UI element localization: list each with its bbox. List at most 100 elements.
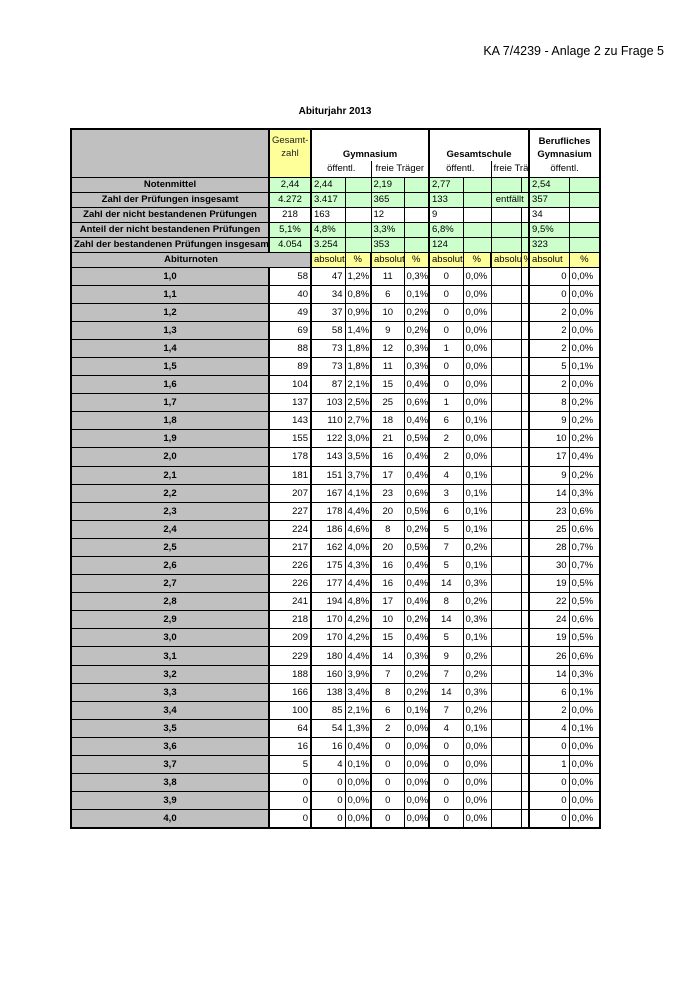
grade-cell-gs-oeff-abs: 7 [428,537,464,558]
summary-bg-oeff: 2,54 [528,176,570,193]
subheader-gym-freie-traeger: freie Träger [370,161,430,178]
grade-cell-gym-frei-pct: 0,5% [403,429,430,449]
grade-cell-gs-oeff-pct: 0,0% [462,809,492,829]
grade-cell-gs-frei-pct [520,700,530,720]
grade-cell-gesamt: 100 [268,700,312,720]
subheader-gs-freie-traeger: freie Träger [490,161,530,178]
grade-cell-gs-oeff-abs: 0 [428,284,464,304]
grade-cell-gym-frei-pct: 0,0% [403,755,430,775]
grade-cell-gs-frei-abs [490,646,522,666]
grade-cell-gym-frei-abs: 11 [370,266,405,286]
grade-cell-gym-oeff-abs: 194 [310,592,346,612]
grade-cell-note: 2,0 [70,447,270,467]
grade-cell-bg-oeff-abs: 17 [528,447,570,467]
grade-cell-bg-oeff-pct: 0,1% [568,718,601,738]
grade-cell-gym-frei-abs: 17 [370,465,405,485]
grade-cell-gs-frei-abs [490,700,522,720]
grade-cell-gym-oeff-abs: 54 [310,718,346,738]
grade-cell-gym-oeff-pct: 0,0% [344,809,372,829]
grade-cell-bg-oeff-pct: 0,2% [568,429,601,449]
grade-row: 3,6 16 16 0,4% 0 0,0% 0 0,0% 0 0,0% [70,736,601,757]
grade-cell-note: 3,7 [70,755,270,775]
grade-cell-gesamt: 0 [268,809,312,829]
grade-cell-gs-frei-abs [490,718,522,738]
grade-cell-note: 2,4 [70,519,270,539]
grade-cell-gs-frei-abs [490,773,522,793]
grade-cell-note: 3,2 [70,664,270,684]
grade-cell-gs-frei-abs [490,592,522,612]
grade-cell-bg-oeff-abs: 0 [528,284,570,304]
grade-cell-gym-frei-abs: 8 [370,519,405,539]
grade-cell-gs-oeff-abs: 4 [428,718,464,738]
grade-cell-gs-oeff-pct: 0,1% [462,555,492,576]
grade-cell-gs-oeff-pct: 0,1% [462,411,492,431]
grade-cell-gesamt: 0 [268,773,312,793]
grade-cell-bg-oeff-pct: 0,7% [568,555,601,576]
grade-cell-gs-frei-abs [490,465,522,485]
summary-gs-oeff: 124 [428,236,464,253]
grade-cell-gesamt: 241 [268,592,312,612]
grade-cell-bg-oeff-abs: 19 [528,628,570,648]
grade-cell-gs-frei-abs [490,809,522,829]
grade-cell-gs-oeff-abs: 5 [428,519,464,539]
grade-cell-gym-oeff-pct: 1,8% [344,338,372,358]
grade-row: 2,5 217 162 4,0% 20 0,5% 7 0,2% 28 0,7% [70,537,601,558]
grade-cell-gesamt: 40 [268,284,312,304]
grade-cell-gs-frei-pct [520,682,530,702]
grade-cell-gym-frei-pct: 0,2% [403,682,430,702]
grade-cell-gym-oeff-abs: 47 [310,266,346,286]
subheader-gym-oeffentl: öffentl. [310,161,372,178]
grade-cell-bg-oeff-abs: 22 [528,592,570,612]
grade-cell-gym-oeff-pct: 1,3% [344,718,372,738]
grade-cell-gym-oeff-pct: 4,3% [344,555,372,576]
grade-cell-bg-oeff-abs: 0 [528,791,570,811]
grade-cell-gs-frei-abs [490,628,522,648]
summary-gesamt: 4.054 [268,236,312,253]
grade-cell-bg-oeff-abs: 23 [528,501,570,521]
grade-cell-bg-oeff-pct: 0,2% [568,465,601,485]
grade-cell-gym-oeff-abs: 110 [310,411,346,431]
grade-cell-note: 1,6 [70,375,270,395]
grade-cell-gym-frei-abs: 0 [370,773,405,793]
grade-cell-gym-oeff-abs: 87 [310,375,346,395]
abiturnoten-table: Gesamt-zahl Gymnasium Gesamtschule Beruf… [70,128,602,830]
grade-cell-gym-frei-pct: 0,0% [403,718,430,738]
grade-cell-gesamt: 5 [268,755,312,775]
grade-cell-gs-oeff-pct: 0,2% [462,646,492,666]
header-gesamtschule: Gesamtschule [428,128,530,161]
grade-cell-gs-oeff-abs: 6 [428,411,464,431]
grade-cell-gesamt: 58 [268,266,312,286]
grade-cell-gym-frei-abs: 12 [370,338,405,358]
grade-cell-gs-oeff-pct: 0,3% [462,610,492,630]
grade-cell-gs-frei-pct [520,755,530,775]
grade-cell-gs-oeff-abs: 0 [428,356,464,377]
grade-cell-gs-frei-abs [490,411,522,431]
grade-cell-bg-oeff-pct: 0,3% [568,483,601,503]
grade-cell-bg-oeff-abs: 0 [528,773,570,793]
grade-cell-bg-oeff-pct: 0,6% [568,646,601,666]
grade-cell-gym-oeff-abs: 175 [310,555,346,576]
grade-cell-gym-frei-abs: 10 [370,610,405,630]
grade-cell-gs-oeff-pct: 0,0% [462,284,492,304]
grade-cell-gs-oeff-pct: 0,0% [462,791,492,811]
grade-row: 1,6 104 87 2,1% 15 0,4% 0 0,0% 2 0,0% [70,375,601,395]
grade-cell-gesamt: 143 [268,411,312,431]
table-title: Abiturjahr 2013 [298,106,372,117]
grade-cell-gym-oeff-pct: 0,9% [344,302,372,322]
grade-cell-gesamt: 224 [268,519,312,539]
grade-cell-gym-oeff-abs: 186 [310,519,346,539]
empty-cell [568,176,601,193]
grade-cell-note: 3,5 [70,718,270,738]
grade-cell-gs-frei-pct [520,718,530,738]
grade-cell-bg-oeff-abs: 25 [528,519,570,539]
grade-row: 2,4 224 186 4,6% 8 0,2% 5 0,1% 25 0,6% [70,519,601,539]
grade-cell-bg-oeff-pct: 0,1% [568,682,601,702]
summary-bg-oeff: 357 [528,191,570,208]
grade-cell-gym-oeff-abs: 0 [310,773,346,793]
grade-cell-gym-frei-abs: 6 [370,284,405,304]
summary-gs-frei [490,206,522,223]
grade-cell-note: 1,3 [70,320,270,340]
summary-gym-oeff: 2,44 [310,176,346,193]
summary-label: Anteil der nicht bestandenen Prüfungen [70,221,270,238]
grade-cell-gesamt: 64 [268,718,312,738]
